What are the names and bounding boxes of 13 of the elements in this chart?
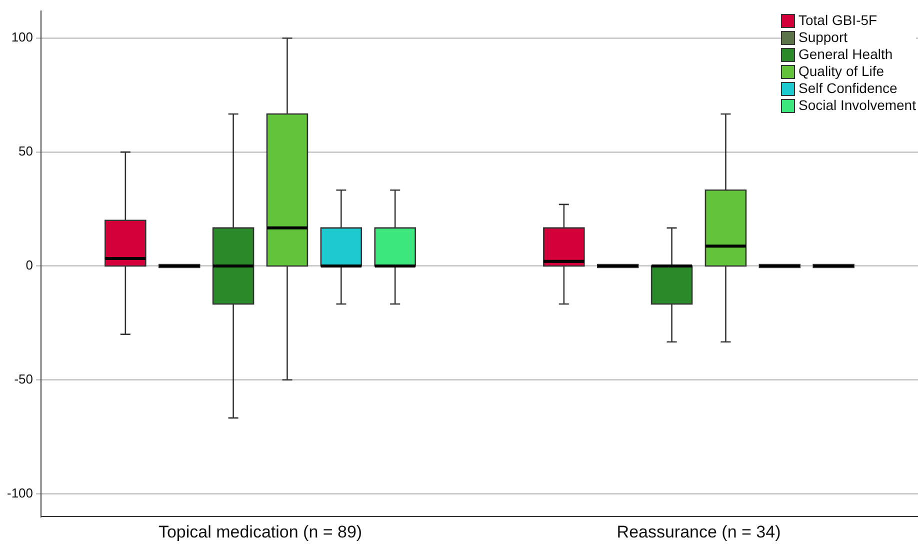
x-tick-label: Topical medication (n = 89)	[158, 522, 362, 542]
legend-label: Support	[798, 29, 848, 46]
y-tick-label: 0	[26, 258, 34, 273]
x-tick-label: Reassurance (n = 34)	[616, 522, 781, 542]
y-tick-label: 100	[11, 30, 34, 45]
y-tick-label: -50	[14, 371, 34, 386]
y-tick-label: 50	[18, 144, 34, 159]
legend-label: Quality of Life	[798, 63, 884, 80]
legend-label: Social Involvement	[798, 97, 916, 114]
legend-label: Total GBI-5F	[798, 12, 878, 29]
legend-label: Self Confidence	[798, 80, 898, 97]
y-tick-label: -100	[6, 485, 34, 500]
legend-label: General Health	[798, 46, 893, 63]
